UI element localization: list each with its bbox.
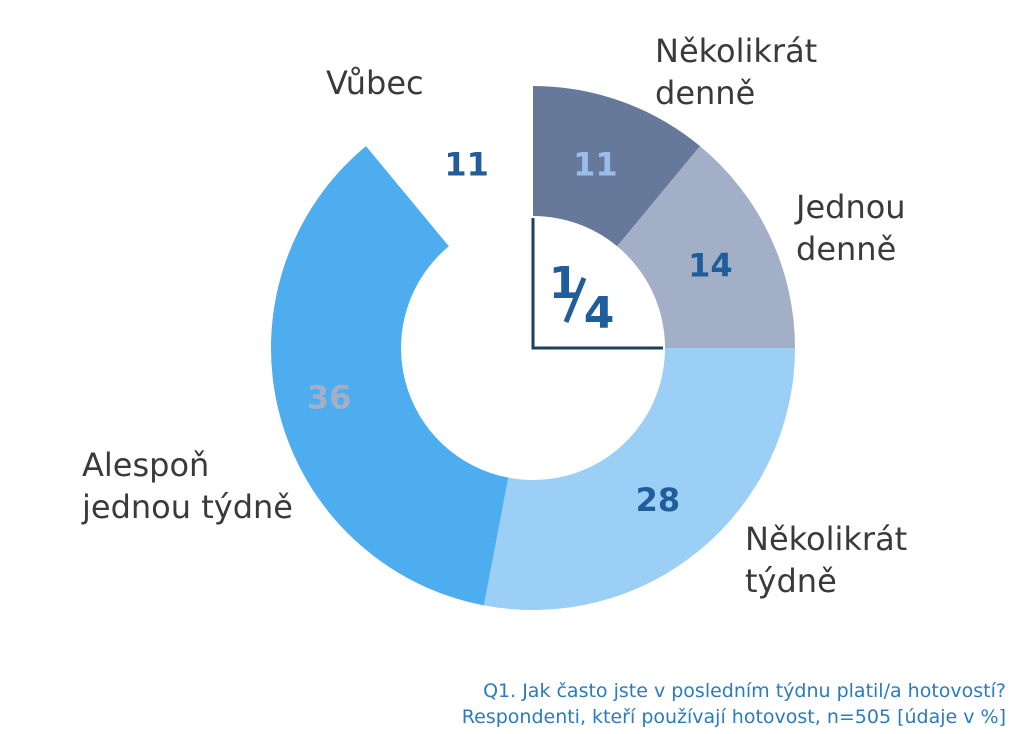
quarter-fraction-bar	[563, 277, 587, 323]
value-labels: 11 14 28 36 11	[307, 146, 733, 519]
quarter-fraction-denominator: 4	[584, 288, 615, 339]
base-note: Respondenti, kteří používají hotovost, n…	[461, 706, 1006, 728]
slice-nekolikrat-denne	[533, 86, 701, 247]
value-label-nekolikrat-tydne: 28	[636, 481, 681, 519]
category-label-jednou-denne: Jednou denně	[794, 188, 906, 268]
slices	[270, 86, 795, 610]
value-label-jednou-denne: 14	[688, 247, 733, 285]
question-note: Q1. Jak často jste v posledním týdnu pla…	[483, 680, 1006, 702]
category-label-nekolikrat-tydne: Několikrát týdně	[745, 520, 907, 600]
category-labels: Několikrát denně Jednou denně Několikrát týdn…	[81, 32, 907, 600]
value-label-nekolikrat-denne: 11	[573, 146, 618, 184]
slice-nekolikrat-tydne	[483, 348, 795, 610]
value-label-vubec: 11	[444, 146, 489, 184]
category-label-vubec: Vůbec	[326, 64, 424, 102]
quarter-marker	[531, 218, 663, 350]
slice-jednou-denne	[617, 146, 795, 348]
category-label-alespon-jednou-tydne: Alespoň jednou týdně	[81, 446, 293, 526]
value-label-alespon-jednou-tydne: 36	[307, 379, 352, 417]
category-label-nekolikrat-denne: Několikrát denně	[655, 32, 817, 112]
slice-alespon-jednou-tydne	[270, 146, 509, 606]
